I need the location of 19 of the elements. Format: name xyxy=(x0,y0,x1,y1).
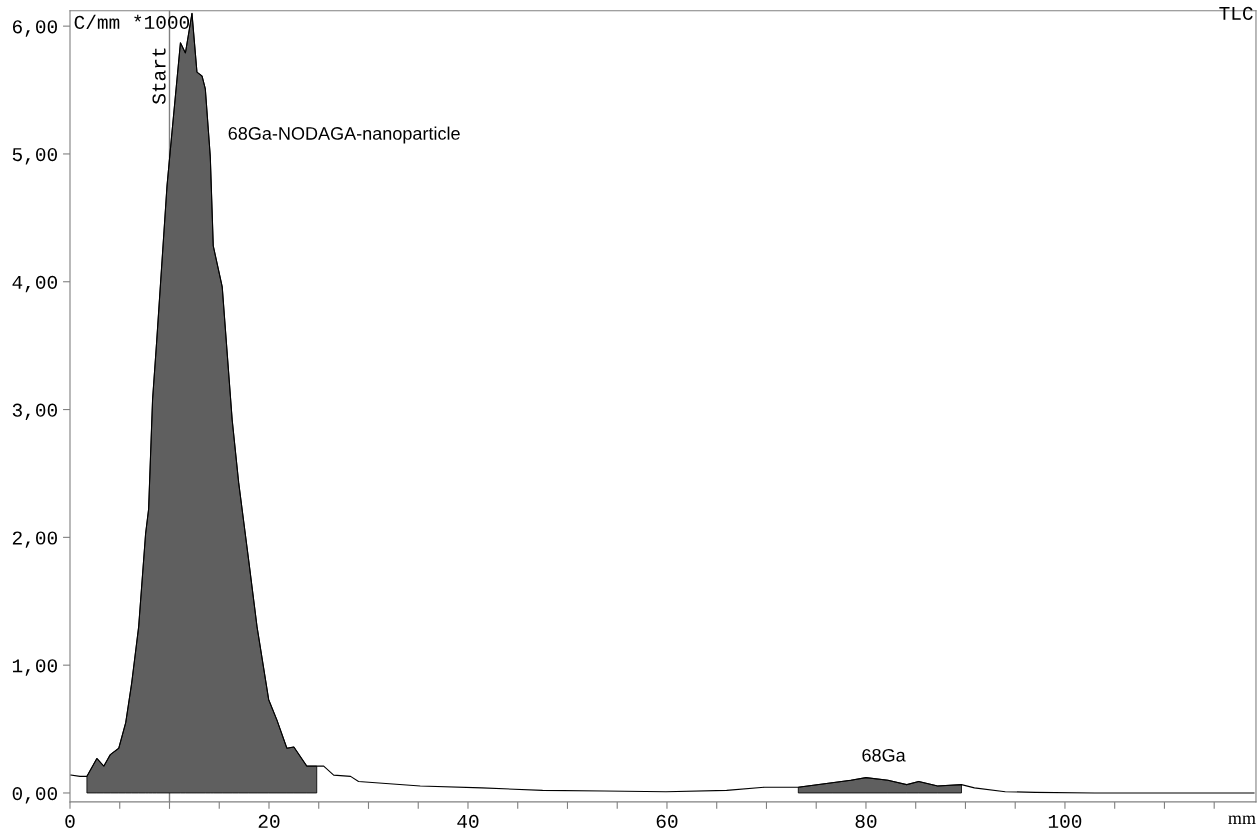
x-tick-label: 60 xyxy=(656,814,678,828)
x-tick-label: 40 xyxy=(457,814,479,828)
x-tick-label: 80 xyxy=(855,814,877,828)
y-tick-label: 3,00 xyxy=(12,403,57,421)
annotation: TLC xyxy=(1219,6,1253,20)
y-tick-label: 0,00 xyxy=(12,787,57,804)
x-axis-title: mm xyxy=(1228,815,1256,824)
y-tick-label: 5,00 xyxy=(12,147,57,165)
y-tick-label: 6,00 xyxy=(12,20,57,37)
x-tick-label: 0 xyxy=(65,814,75,828)
annotation: 68Ga xyxy=(862,748,906,762)
annotation: 68Ga-NODAGA-nanoparticle xyxy=(228,126,460,144)
x-tick-label: 20 xyxy=(258,814,280,828)
y-tick-label: 4,00 xyxy=(12,275,57,293)
x-tick-label: 100 xyxy=(1048,814,1082,828)
y-tick-label: 2,00 xyxy=(12,531,57,548)
y-axis-title: C/mm *1000 xyxy=(74,14,190,30)
ref-line-label: Start xyxy=(152,48,166,104)
y-tick-label: 1,00 xyxy=(12,659,57,676)
